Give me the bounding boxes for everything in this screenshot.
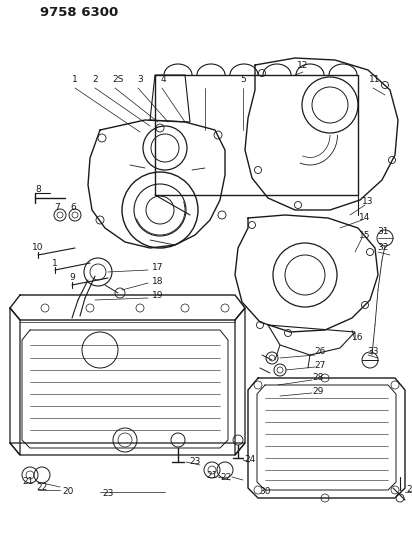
Text: 30: 30 xyxy=(259,488,271,497)
Text: 1: 1 xyxy=(52,259,58,268)
Text: 26: 26 xyxy=(314,348,326,357)
Text: 29: 29 xyxy=(312,386,324,395)
Text: 24: 24 xyxy=(244,456,255,464)
Text: 18: 18 xyxy=(152,278,164,287)
Text: 32: 32 xyxy=(377,244,389,253)
Text: 21: 21 xyxy=(206,471,218,480)
Text: 11: 11 xyxy=(369,76,381,85)
Text: 23: 23 xyxy=(102,489,114,498)
Text: 6: 6 xyxy=(70,204,76,213)
Text: 9758 6300: 9758 6300 xyxy=(40,5,118,19)
Text: 3: 3 xyxy=(137,76,143,85)
Text: 5: 5 xyxy=(240,76,246,85)
Text: 1: 1 xyxy=(72,76,78,85)
Text: 24: 24 xyxy=(406,486,412,495)
Text: 21: 21 xyxy=(22,478,34,487)
Text: 9: 9 xyxy=(69,273,75,282)
Text: 4: 4 xyxy=(160,76,166,85)
Text: 27: 27 xyxy=(314,360,326,369)
Text: 28: 28 xyxy=(312,374,324,383)
Text: 22: 22 xyxy=(36,483,48,492)
Text: 14: 14 xyxy=(359,214,371,222)
Text: 22: 22 xyxy=(220,473,232,482)
Text: 17: 17 xyxy=(152,263,164,272)
Text: 31: 31 xyxy=(377,228,389,237)
Text: 13: 13 xyxy=(362,198,374,206)
Text: 33: 33 xyxy=(367,348,379,357)
Text: 8: 8 xyxy=(35,185,41,195)
Text: 10: 10 xyxy=(32,244,44,253)
Text: 12: 12 xyxy=(297,61,309,69)
Text: 7: 7 xyxy=(54,204,60,213)
Text: 2S: 2S xyxy=(112,76,124,85)
Text: 2: 2 xyxy=(92,76,98,85)
Text: 15: 15 xyxy=(359,230,371,239)
Text: 20: 20 xyxy=(62,488,74,497)
Text: 16: 16 xyxy=(352,334,364,343)
Text: 23: 23 xyxy=(189,457,201,466)
Text: 19: 19 xyxy=(152,292,164,301)
